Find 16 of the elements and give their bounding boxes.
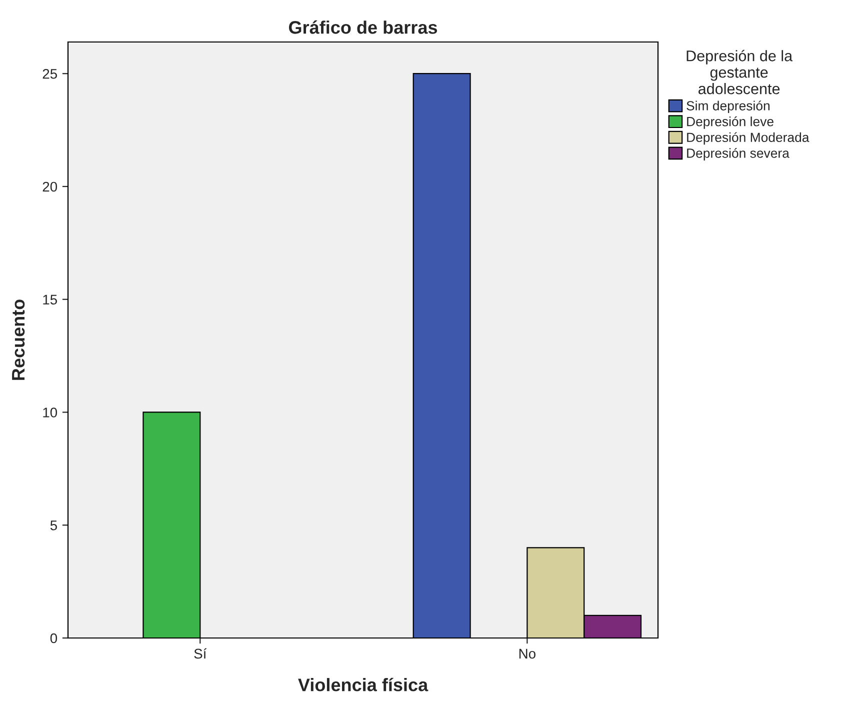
y-tick-label: 0	[50, 633, 58, 644]
legend-label: Depresión Moderada	[687, 132, 810, 145]
chart-title: Gráfico de barras	[288, 20, 438, 34]
y-axis-title: Recuento	[12, 300, 25, 380]
x-tick-label: No	[519, 648, 536, 659]
y-tick-label: 25	[42, 68, 58, 79]
x-tick-label: Sí	[194, 648, 207, 659]
y-tick-label: 5	[50, 520, 57, 530]
legend-title: Depresión de la gestante adolescente	[686, 50, 793, 94]
y-tick-label: 10	[43, 408, 58, 418]
y-tick-label: 15	[43, 294, 58, 305]
y-tick-label: 20	[42, 182, 58, 192]
legend-label: Depresión severa	[687, 148, 790, 160]
legend-label: Depresión leve	[687, 116, 774, 129]
legend-label: Sim depresión	[686, 100, 770, 114]
x-axis-title: Violencia física	[298, 678, 428, 692]
